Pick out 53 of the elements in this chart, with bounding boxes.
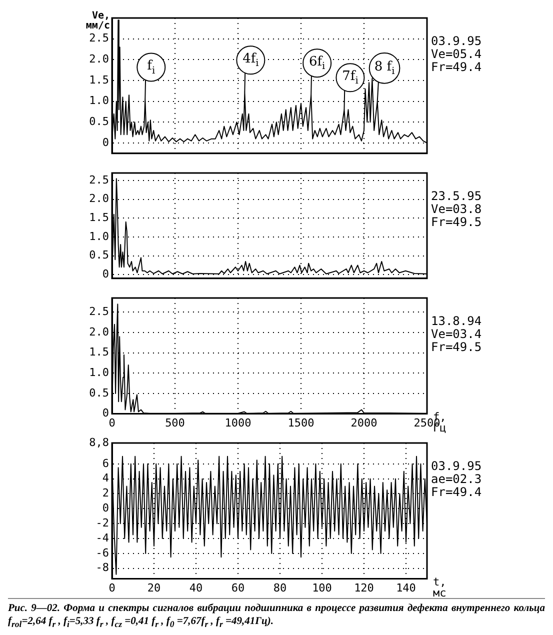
y-tick-label: 2.5 [89, 173, 109, 186]
x-tick-label: 2000 [350, 416, 378, 430]
y-tick-label: 0.5 [89, 248, 109, 262]
text: 23.5.95 [431, 189, 482, 204]
y-tick-label: -6 [96, 546, 109, 560]
y-tick-label: 2 [102, 486, 109, 500]
y-tick-label: 1.5 [89, 346, 109, 359]
text: Fr=49.4 [431, 60, 482, 74]
text: Рис. 9—02. Форма и спектры сигналов вибрации подшипника в процессе развития дефекта внутреннего кольца f$_{rol}$=2,64 f$_{r}$ , f$_{i}$=5,33 f$_{r}$ , f$_{cz}$ =0,41 f$_{r}$ , f$_{0}$ =7,67f$_{r}$ , f$_{r}$ =49,41Гц). [8, 603, 545, 630]
x-tick-label: 60 [231, 581, 245, 594]
text: Fr=49.5 [431, 340, 482, 354]
x-tick-label: 80 [273, 581, 287, 594]
text: 03.9.95 [431, 459, 482, 474]
x-axis-title: t, мс [433, 576, 446, 600]
y-tick-label: 2.0 [89, 192, 109, 206]
text: Ve=05.4 [431, 47, 482, 62]
y-tick-label: 2.0 [89, 325, 109, 338]
y-tick-label: 1.5 [89, 73, 109, 86]
x-tick-label: 140 [396, 581, 416, 594]
y-tick-label: 1.5 [89, 211, 109, 224]
text: Fr=49.5 [431, 215, 482, 230]
y-tick-label: 6 [102, 456, 109, 470]
text: 03.9.95 [431, 34, 482, 48]
y-axis-title: Ve, мм/с [86, 10, 110, 32]
y-tick-label: -2 [96, 516, 109, 530]
text: Fr=49.4 [431, 485, 482, 500]
y-tick-label: 4 [102, 472, 110, 485]
y-tick-label: 0 [102, 267, 109, 280]
x-tick-label: 100 [312, 581, 332, 594]
y-tick-label: 0.5 [89, 386, 109, 400]
y-tick-label: 1.0 [89, 230, 109, 243]
y-tick-label: 8,8 [89, 436, 109, 449]
y-tick-label: 2.5 [89, 305, 109, 318]
y-tick-label: 2.5 [89, 32, 109, 45]
y-tick-label: 0 [102, 406, 109, 420]
x-tick-label: 120 [354, 581, 374, 594]
text: Ve=03.4 [431, 327, 482, 342]
y-tick-label: 0.5 [89, 115, 109, 128]
text: ae=02.3 [431, 472, 482, 486]
x-tick-label: 1500 [288, 416, 314, 430]
text: Ve=03.8 [431, 202, 482, 216]
x-tick-label: 20 [147, 581, 161, 594]
y-tick-label: 2.0 [89, 52, 109, 66]
y-tick-label: 1.0 [89, 94, 109, 108]
x-tick-label: 40 [189, 581, 203, 594]
text: 13.8.94 [431, 314, 482, 328]
x-tick-label: 500 [165, 416, 185, 430]
y-tick-label: 1.0 [89, 366, 109, 380]
y-tick-label: 0 [102, 502, 109, 515]
y-tick-label: -4 [96, 531, 110, 544]
y-tick-label: -8 [96, 561, 109, 574]
x-tick-label: 1000 [224, 416, 252, 430]
y-tick-label: 0 [102, 136, 109, 149]
